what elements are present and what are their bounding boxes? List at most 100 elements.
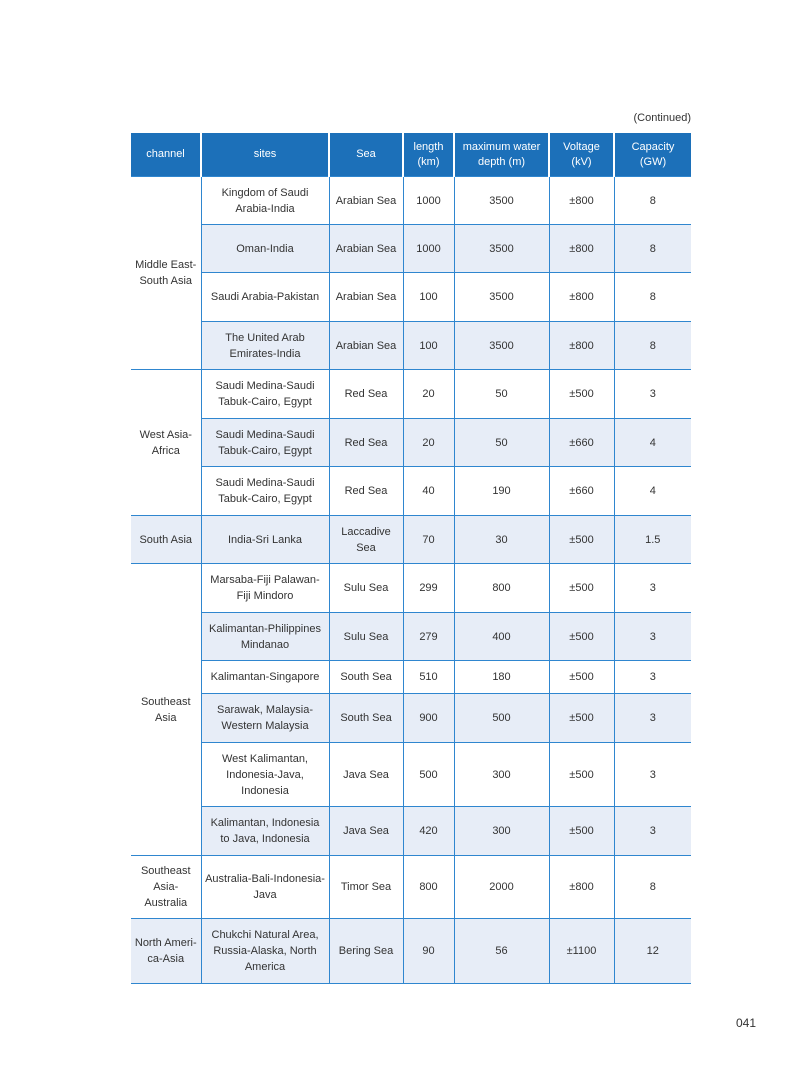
depth-cell: 3500 [453, 321, 549, 370]
sites-cell: Sarawak, Malaysia-Western Malaysia [200, 693, 329, 743]
capacity-cell: 3 [613, 660, 691, 694]
channel-cell: Middle East-South Asia [131, 176, 201, 370]
sites-cell: Kalimantan-Philippines Mindanao [200, 612, 329, 661]
capacity-cell: 3 [613, 563, 691, 613]
capacity-cell: 3 [613, 612, 691, 661]
capacity-cell: 8 [613, 272, 691, 322]
voltage-cell: ±660 [548, 466, 614, 516]
depth-cell: 3500 [453, 224, 549, 273]
header-length: length (km) [402, 133, 454, 177]
capacity-cell: 4 [613, 466, 691, 516]
depth-cell: 50 [453, 369, 549, 419]
table-row: West Asia-Africa Saudi Medina-Saudi Tabuk… [131, 369, 691, 516]
voltage-cell: ±500 [548, 693, 614, 743]
sites-cell: The United Arab Emirates-India [200, 321, 329, 370]
capacity-cell: 4 [613, 418, 691, 467]
capacity-cell: 12 [613, 918, 691, 984]
length-cell: 100 [402, 272, 454, 322]
header-capacity: Capacity (GW) [613, 133, 691, 177]
sites-cell: Australia-Bali-Indonesia-Java [200, 855, 329, 919]
submarine-channel-table: channel sites Sea length (km) maximum wa… [131, 133, 691, 984]
channel-cell: Southeast Asia-Australia [131, 855, 201, 919]
sea-cell: Bering Sea [328, 918, 403, 984]
depth-cell: 3500 [453, 176, 549, 225]
channel-cell: South Asia [131, 515, 201, 564]
sites-cell: Oman-India [200, 224, 329, 273]
table-row: Sarawak, Malaysia-Western Malaysia South … [131, 693, 691, 743]
voltage-cell: ±500 [548, 369, 614, 419]
length-cell: 900 [402, 693, 454, 743]
sea-cell: Sulu Sea [328, 612, 403, 661]
sea-cell: Arabian Sea [328, 176, 403, 225]
header-sites: sites [200, 133, 329, 177]
length-cell: 420 [402, 806, 454, 856]
length-cell: 279 [402, 612, 454, 661]
sea-cell: Timor Sea [328, 855, 403, 919]
table-row: Kalimantan, Indonesia to Java, Indonesia… [131, 806, 691, 856]
page-number: 041 [736, 1016, 757, 1030]
voltage-cell: ±660 [548, 418, 614, 467]
voltage-cell: ±800 [548, 855, 614, 919]
capacity-cell: 8 [613, 321, 691, 370]
voltage-cell: ±500 [548, 806, 614, 856]
length-cell: 90 [402, 918, 454, 984]
length-cell: 1000 [402, 224, 454, 273]
sites-cell: Marsaba-Fiji Palawan-Fiji Mindoro [200, 563, 329, 613]
depth-cell: 300 [453, 742, 549, 807]
table-row: Southeast Asia Marsaba-Fiji Palawan-Fiji … [131, 563, 691, 856]
sites-cell: India-Sri Lanka [200, 515, 329, 564]
capacity-cell: 3 [613, 742, 691, 807]
header-voltage: Voltage (kV) [548, 133, 614, 177]
sea-cell: Java Sea [328, 742, 403, 807]
voltage-cell: ±500 [548, 515, 614, 564]
depth-cell: 180 [453, 660, 549, 694]
depth-cell: 3500 [453, 272, 549, 322]
sea-cell: Arabian Sea [328, 272, 403, 322]
channel-cell: North Ameri-ca-Asia [131, 918, 201, 984]
table-row: Saudi Medina-Saudi Tabuk-Cairo, Egypt Red… [131, 418, 691, 467]
length-cell: 100 [402, 321, 454, 370]
depth-cell: 300 [453, 806, 549, 856]
capacity-cell: 3 [613, 693, 691, 743]
depth-cell: 400 [453, 612, 549, 661]
voltage-cell: ±500 [548, 660, 614, 694]
header-depth: maximum water depth (m) [453, 133, 549, 177]
table-row: Kalimantan-Philippines Mindanao Sulu Sea 2… [131, 612, 691, 661]
length-cell: 20 [402, 369, 454, 419]
voltage-cell: ±1100 [548, 918, 614, 984]
sites-cell: Kingdom of Saudi Arabia-India [200, 176, 329, 225]
sites-cell: Saudi Medina-Saudi Tabuk-Cairo, Egypt [200, 418, 329, 467]
capacity-cell: 8 [613, 224, 691, 273]
sea-cell: South Sea [328, 660, 403, 694]
sea-cell: Laccadive Sea [328, 515, 403, 564]
sea-cell: Sulu Sea [328, 563, 403, 613]
table-row: Saudi Medina-Saudi Tabuk-Cairo, Egypt Red… [131, 466, 691, 516]
depth-cell: 30 [453, 515, 549, 564]
table-row: West Kalimantan, Indonesia-Java, Indones… [131, 742, 691, 807]
table-row: South Asia India-Sri Lanka Laccadive Sea 70… [131, 515, 691, 564]
channel-cell: West Asia-Africa [131, 369, 201, 516]
voltage-cell: ±800 [548, 321, 614, 370]
sea-cell: Red Sea [328, 418, 403, 467]
sites-cell: Saudi Medina-Saudi Tabuk-Cairo, Egypt [200, 369, 329, 419]
voltage-cell: ±800 [548, 224, 614, 273]
length-cell: 40 [402, 466, 454, 516]
depth-cell: 2000 [453, 855, 549, 919]
header-sea: Sea [328, 133, 403, 177]
depth-cell: 500 [453, 693, 549, 743]
table-row: Kalimantan-Singapore South Sea 510 180 ±500 3 [131, 660, 691, 694]
length-cell: 70 [402, 515, 454, 564]
capacity-cell: 1.5 [613, 515, 691, 564]
voltage-cell: ±500 [548, 612, 614, 661]
length-cell: 1000 [402, 176, 454, 225]
channel-cell: Southeast Asia [131, 563, 201, 856]
voltage-cell: ±800 [548, 176, 614, 225]
voltage-cell: ±800 [548, 272, 614, 322]
table-row: Saudi Arabia-Pakistan Arabian Sea 100 3500 ±… [131, 272, 691, 322]
sites-cell: Saudi Medina-Saudi Tabuk-Cairo, Egypt [200, 466, 329, 516]
sites-cell: Chukchi Natural Area, Russia-Alaska, Nor… [200, 918, 329, 984]
sea-cell: Red Sea [328, 369, 403, 419]
capacity-cell: 3 [613, 806, 691, 856]
sites-cell: West Kalimantan, Indonesia-Java, Indones… [200, 742, 329, 807]
voltage-cell: ±500 [548, 563, 614, 613]
